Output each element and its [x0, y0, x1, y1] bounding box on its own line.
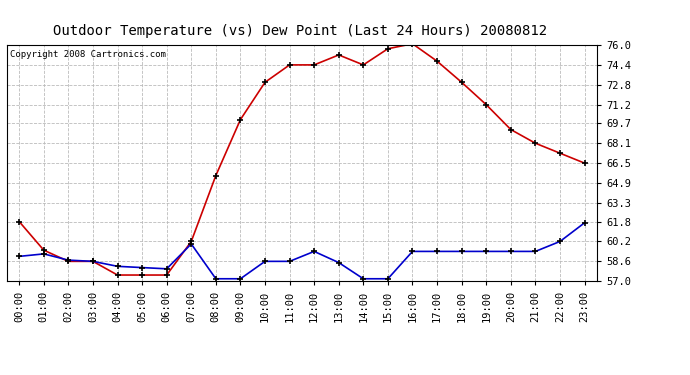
Text: Copyright 2008 Cartronics.com: Copyright 2008 Cartronics.com: [10, 50, 166, 59]
Text: Outdoor Temperature (vs) Dew Point (Last 24 Hours) 20080812: Outdoor Temperature (vs) Dew Point (Last…: [53, 24, 547, 38]
